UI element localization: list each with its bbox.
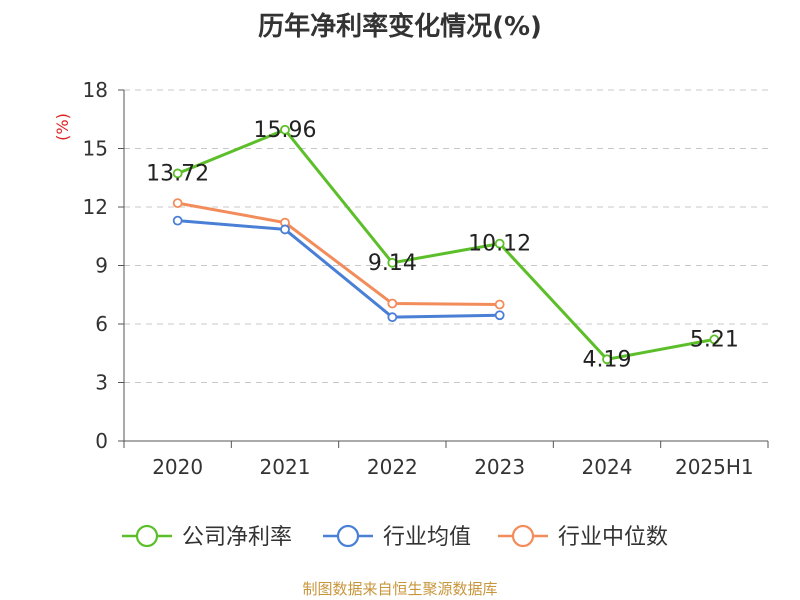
legend-label: 行业中位数 <box>558 525 668 550</box>
data-point <box>494 310 505 321</box>
series-line <box>177 201 500 306</box>
series-line <box>177 128 715 361</box>
data-point <box>494 238 505 249</box>
y-tick-label: 6 <box>95 312 108 336</box>
data-label: 9.14 <box>368 251 417 276</box>
y-tick-label: 9 <box>95 254 108 278</box>
data-point <box>280 224 290 235</box>
data-label: 10.12 <box>468 232 531 257</box>
x-tick-label: 2024 <box>582 455 633 479</box>
data-source-note: 制图数据来自恒生聚源数据库 <box>302 580 498 598</box>
data-point <box>172 215 183 226</box>
legend-marker <box>336 524 360 548</box>
data-point <box>387 312 398 323</box>
x-tick-label: 2021 <box>260 455 311 479</box>
data-label: 4.19 <box>583 347 632 372</box>
data-point <box>494 299 505 310</box>
x-tick-label: 2023 <box>474 455 525 479</box>
x-tick-label: 2022 <box>367 455 418 479</box>
x-tick-label: 2025H1 <box>675 455 754 479</box>
series-line <box>177 219 500 319</box>
chart-title: 历年净利率变化情况(%) <box>258 12 542 42</box>
data-point <box>387 298 398 309</box>
data-point <box>280 124 290 135</box>
legend-marker <box>511 524 535 548</box>
y-tick-label: 3 <box>95 371 108 395</box>
series <box>172 124 720 365</box>
legend: 公司净利率 行业均值 行业中位数 <box>122 524 668 550</box>
y-axis-label: (%) <box>53 113 72 141</box>
legend-label: 行业均值 <box>383 525 471 550</box>
data-point <box>602 354 612 365</box>
y-tick-label: 15 <box>83 137 108 161</box>
y-tick-label: 18 <box>83 78 108 102</box>
data-point <box>172 168 183 179</box>
y-tick-label: 0 <box>95 429 108 453</box>
data-point <box>709 334 720 345</box>
grid-lines <box>124 89 768 383</box>
legend-marker <box>135 524 159 548</box>
y-tick-label: 12 <box>83 195 108 219</box>
data-label: 5.21 <box>690 327 739 352</box>
data-point <box>387 257 398 268</box>
data-label: 15.96 <box>254 118 317 143</box>
legend-label: 公司净利率 <box>182 525 292 550</box>
x-tick-label: 2020 <box>152 455 203 479</box>
data-point <box>172 198 183 209</box>
axes: 0 3 6 9 12 15 18 (%) 2020 2021 2022 2023 2024 2025H1 <box>53 78 769 479</box>
data-label: 13.72 <box>146 161 209 186</box>
data-labels: 13.72 15.96 9.14 10.12 4.19 5.21 <box>146 118 739 373</box>
